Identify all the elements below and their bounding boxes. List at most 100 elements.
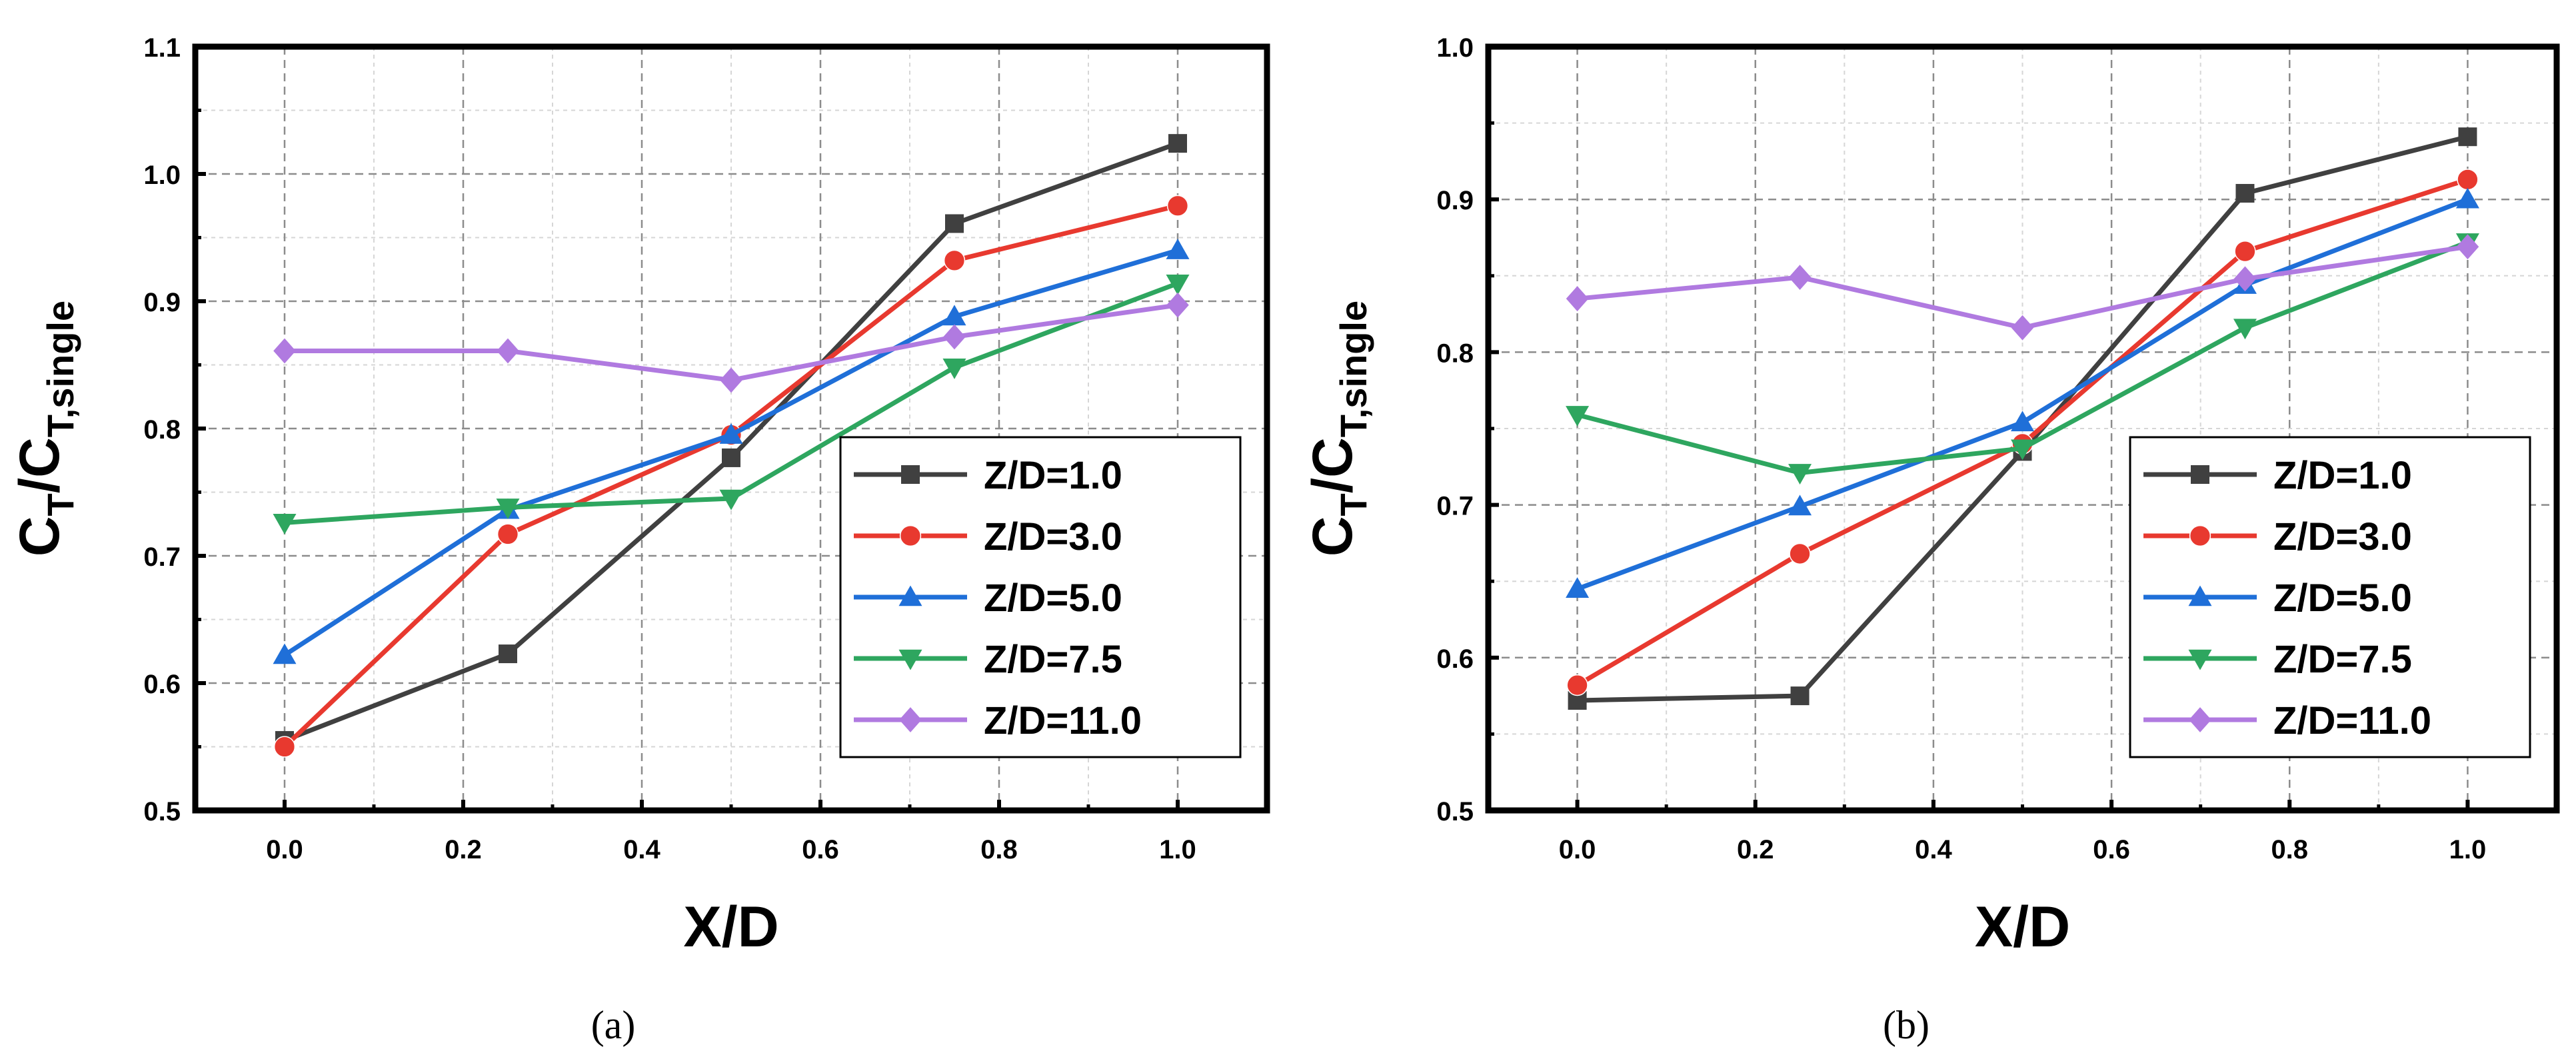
- legend-marker: [2189, 707, 2211, 732]
- y-tick-label: 0.7: [143, 542, 181, 572]
- x-tick-label: 1.0: [2449, 835, 2487, 864]
- x-tick-label: 0.4: [623, 835, 660, 864]
- data-point: [496, 499, 520, 519]
- y-tick-label: 0.7: [1436, 492, 1474, 521]
- data-point: [499, 644, 517, 664]
- legend-label: Z/D=11.0: [2273, 699, 2431, 742]
- x-tick-label: 0.0: [1559, 835, 1596, 864]
- data-point: [273, 736, 296, 758]
- legend-marker: [2188, 649, 2212, 670]
- data-point: [1166, 195, 1189, 217]
- x-tick-label: 0.4: [1915, 835, 1952, 864]
- data-point: [273, 514, 297, 534]
- legend-label: Z/D=3.0: [2273, 515, 2412, 558]
- y-tick-label: 1.0: [143, 161, 181, 190]
- data-point: [2011, 439, 2034, 461]
- x-tick-label: 0.2: [1737, 835, 1774, 864]
- y-axis-title-part: /C: [8, 437, 71, 493]
- x-tick-label: 0.6: [2093, 835, 2130, 864]
- data-point: [1166, 239, 1190, 259]
- y-tick-label: 0.6: [1436, 644, 1474, 674]
- y-tick-label: 0.6: [143, 670, 181, 699]
- legend-label: Z/D=11.0: [984, 699, 1142, 742]
- data-point: [497, 338, 519, 364]
- data-point: [943, 249, 966, 272]
- data-point: [1566, 286, 1589, 312]
- data-point: [2011, 315, 2034, 341]
- x-tick-label: 0.0: [266, 835, 303, 864]
- data-point: [2234, 240, 2256, 263]
- data-point: [943, 324, 966, 350]
- y-axis-title-part: C: [1301, 516, 1364, 556]
- y-tick-label: 1.0: [1436, 33, 1474, 63]
- data-point: [1566, 577, 1590, 598]
- y-axis-title-part: T: [39, 493, 81, 516]
- data-point: [942, 359, 966, 379]
- data-point: [1166, 274, 1190, 295]
- legend-label: Z/D=5.0: [2273, 576, 2412, 620]
- legend-marker: [899, 707, 922, 732]
- chart-panel-b: 0.0 0.2 0.4 0.6 0.8 1.0 0.5 0.6 0.7 0.8 0.9 1.0 Z/D=…: [1301, 33, 2560, 1047]
- legend-marker: [901, 465, 920, 484]
- legend: Z/D=1.0 Z/D=3.0 Z/D=5.0 Z/D=7.5 Z/D=11.0: [839, 436, 1242, 758]
- data-point: [1790, 686, 1810, 706]
- legend-marker: [898, 585, 922, 606]
- data-point: [2233, 319, 2257, 340]
- data-point: [2235, 184, 2255, 203]
- y-tick-label: 1.1: [143, 33, 181, 63]
- data-point: [1566, 406, 1590, 427]
- data-point: [1566, 674, 1588, 696]
- legend-marker: [2191, 465, 2209, 484]
- x-tick-label: 0.8: [980, 835, 1018, 864]
- y-axis-title: CT/CT,single: [1301, 301, 1374, 556]
- data-point: [722, 448, 740, 467]
- data-point: [497, 523, 519, 545]
- chart-panel-a: 0.0 0.2 0.4 0.6 0.8 1.0 0.5 0.6 0.7 0.8 0.9 1.0 1.1 Z…: [8, 33, 1270, 1047]
- legend-marker: [2189, 525, 2211, 547]
- legend-label: Z/D=1.0: [2273, 454, 2412, 497]
- data-point: [1788, 464, 1812, 485]
- series-Z/D=7.5: [273, 274, 1190, 534]
- series-Z/D=11.0: [1566, 234, 2479, 341]
- legend-marker: [2188, 585, 2212, 606]
- data-point: [1166, 292, 1189, 318]
- data-point: [1788, 265, 1812, 290]
- y-axis-title-part: /C: [1301, 437, 1364, 493]
- y-axis-title-part: T: [1332, 493, 1374, 516]
- y-axis-title-part: T,single: [39, 301, 81, 437]
- panel-caption: (b): [1883, 1003, 1930, 1047]
- y-tick-label: 0.5: [1436, 797, 1474, 826]
- data-point: [273, 338, 296, 364]
- data-point: [2455, 187, 2479, 209]
- y-tick-label: 0.5: [143, 797, 181, 826]
- series-Z/D=11.0: [273, 292, 1189, 393]
- plot-frame: [1485, 43, 2560, 814]
- legend: Z/D=1.0 Z/D=3.0 Z/D=5.0 Z/D=7.5 Z/D=11.0: [2129, 436, 2531, 758]
- data-point: [1788, 495, 1812, 516]
- legend-marker: [899, 525, 922, 547]
- x-tick-label: 1.0: [1159, 835, 1196, 864]
- data-point: [2456, 234, 2479, 260]
- plot-frame: [192, 43, 1270, 814]
- x-axis-title: X/D: [683, 895, 778, 959]
- y-tick-label: 0.8: [143, 415, 181, 445]
- x-tick-label: 0.6: [802, 835, 839, 864]
- data-point: [2233, 266, 2257, 292]
- data-point: [1168, 134, 1187, 153]
- legend-label: Z/D=5.0: [984, 576, 1122, 620]
- y-tick-label: 0.9: [1436, 186, 1474, 215]
- data-point: [2458, 127, 2477, 147]
- y-tick-label: 0.8: [1436, 339, 1474, 368]
- x-tick-label: 0.8: [2271, 835, 2308, 864]
- data-point: [942, 305, 966, 326]
- y-axis-title: CT/CT,single: [8, 301, 81, 556]
- data-point: [2011, 411, 2034, 432]
- legend-marker: [898, 649, 922, 670]
- x-tick-label: 0.2: [445, 835, 482, 864]
- data-point: [719, 489, 743, 511]
- data-point: [719, 423, 743, 444]
- data-point: [945, 214, 964, 233]
- y-axis-title-part: T,single: [1332, 301, 1374, 437]
- data-point: [2457, 169, 2479, 191]
- data-point: [1789, 542, 1811, 565]
